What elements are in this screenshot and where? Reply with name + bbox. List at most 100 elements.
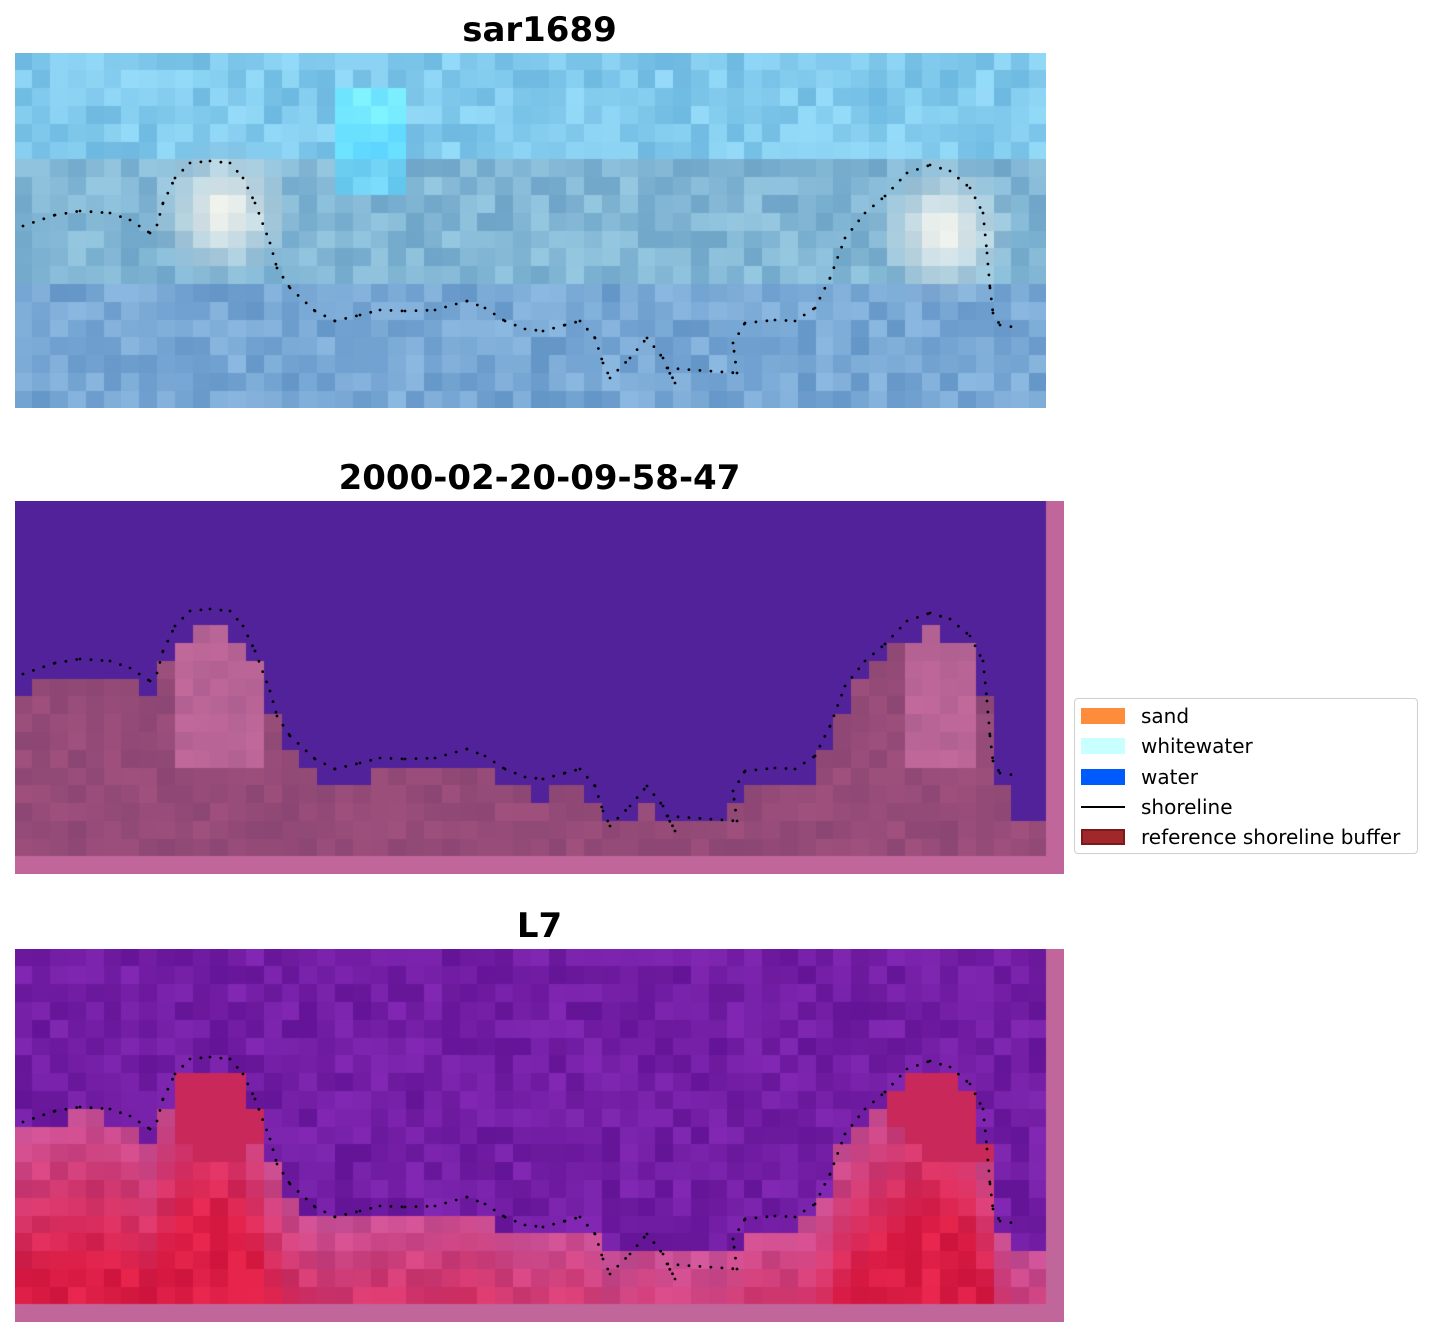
shoreline-point xyxy=(574,1216,577,1220)
shoreline-point xyxy=(916,616,919,619)
legend-item-water: water xyxy=(1081,765,1198,789)
shoreline-point xyxy=(253,1097,257,1101)
shoreline-point xyxy=(454,1198,458,1202)
shoreline-point xyxy=(671,1272,674,1276)
shoreline-point xyxy=(137,1120,141,1124)
shoreline-point xyxy=(734,1256,737,1260)
shoreline-point xyxy=(983,1129,987,1133)
shoreline-point xyxy=(465,747,469,751)
shoreline-point xyxy=(219,608,223,612)
shoreline-point xyxy=(985,699,989,703)
shoreline-point xyxy=(563,771,567,775)
shoreline-point xyxy=(872,1100,875,1104)
shoreline-point xyxy=(709,817,713,821)
shoreline-point xyxy=(991,1204,994,1208)
shoreline-point xyxy=(281,275,285,279)
shoreline-point xyxy=(414,309,418,312)
legend-swatch-water xyxy=(1081,769,1125,785)
shoreline-point xyxy=(968,1082,972,1086)
shoreline-point xyxy=(720,818,724,822)
shoreline-point xyxy=(735,819,739,823)
shoreline-point xyxy=(465,299,469,303)
shoreline-point xyxy=(597,795,600,798)
shoreline-point xyxy=(732,349,736,353)
shoreline-point xyxy=(304,301,308,305)
shoreline-point xyxy=(985,251,989,255)
shoreline-point xyxy=(378,756,382,760)
shoreline-point xyxy=(883,1090,887,1094)
shoreline-point xyxy=(828,724,832,728)
shoreline-point xyxy=(926,612,930,616)
shoreline-point xyxy=(64,659,68,663)
shoreline-point xyxy=(188,1057,192,1061)
shoreline-point xyxy=(89,210,93,214)
shoreline-point xyxy=(698,1265,702,1268)
panel-title-index: L7 xyxy=(516,906,563,946)
shoreline-point xyxy=(265,1128,268,1132)
shoreline-point xyxy=(981,1107,985,1111)
shoreline-point xyxy=(171,181,174,185)
shoreline-point xyxy=(988,284,992,288)
shoreline-point xyxy=(840,245,843,249)
shoreline-point xyxy=(188,161,192,165)
shoreline-point xyxy=(378,1204,382,1208)
shoreline-point xyxy=(78,657,82,661)
shoreline-point xyxy=(296,294,300,297)
shoreline-point xyxy=(850,228,854,231)
shoreline-point xyxy=(219,1056,223,1060)
shoreline-point xyxy=(389,757,393,760)
shoreline-point xyxy=(978,654,982,657)
shoreline-point xyxy=(274,1158,278,1162)
shoreline-point xyxy=(991,756,994,760)
shoreline-point xyxy=(731,1267,735,1271)
shoreline-point xyxy=(492,312,496,316)
shoreline-point xyxy=(75,1106,79,1109)
shoreline-point xyxy=(483,754,487,758)
shoreline-point xyxy=(624,809,627,812)
shoreline-point xyxy=(857,219,861,223)
shoreline-point xyxy=(265,680,268,684)
shoreline-point xyxy=(642,1235,646,1239)
shoreline-point xyxy=(988,734,992,738)
shoreline-point xyxy=(323,762,327,766)
shoreline-point xyxy=(541,777,545,781)
legend-swatch-sand xyxy=(1081,708,1125,724)
shoreline-point xyxy=(100,211,104,214)
shoreline-point xyxy=(541,1225,545,1229)
shoreline-point xyxy=(578,1215,582,1219)
shoreline-point xyxy=(606,371,610,375)
shoreline-point xyxy=(271,1148,275,1151)
shoreline-point xyxy=(534,1224,538,1228)
shoreline-point xyxy=(333,767,337,771)
shoreline-point xyxy=(64,211,68,215)
shoreline-point xyxy=(734,360,737,364)
shoreline-point xyxy=(246,634,250,638)
shoreline-point xyxy=(616,1264,620,1268)
shoreline-point xyxy=(358,313,362,317)
shoreline-point xyxy=(731,819,735,823)
shoreline-point xyxy=(676,815,680,819)
shoreline-point xyxy=(173,624,177,628)
shoreline-point xyxy=(578,767,582,771)
shoreline-point xyxy=(965,631,969,635)
shoreline-point xyxy=(988,1180,992,1184)
shoreline-point xyxy=(53,1109,57,1113)
shoreline-point xyxy=(982,1118,986,1122)
shoreline-point xyxy=(475,1199,479,1203)
shoreline-point xyxy=(166,639,170,643)
shoreline-point xyxy=(600,357,604,361)
shoreline-point xyxy=(905,619,909,623)
legend-label-shoreline: shoreline xyxy=(1141,795,1233,819)
shoreline-point xyxy=(652,345,656,348)
shoreline-point xyxy=(982,222,986,226)
shoreline-point xyxy=(832,1162,836,1166)
shoreline-point xyxy=(228,1057,232,1061)
shoreline-point xyxy=(137,224,141,228)
shoreline-point xyxy=(948,169,952,173)
shoreline-point xyxy=(246,1082,250,1086)
shoreline-point xyxy=(585,1223,589,1227)
shoreline-point xyxy=(676,1263,680,1267)
shoreline-point xyxy=(181,1064,185,1068)
shoreline-point xyxy=(891,1082,894,1086)
shoreline-point xyxy=(926,164,930,168)
